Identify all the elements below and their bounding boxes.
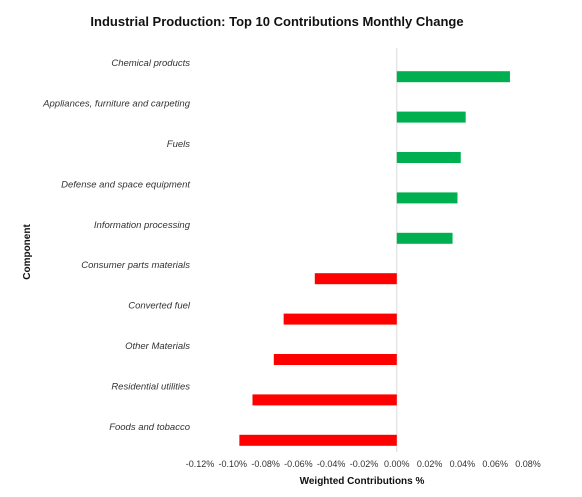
x-tick-label: -0.04% [317, 459, 346, 469]
bar [396, 232, 453, 244]
x-tick-label: 0.06% [482, 459, 508, 469]
category-label: Defense and space equipment [61, 179, 190, 190]
category-label: Fuels [167, 139, 190, 150]
y-axis-label: Component [22, 224, 33, 280]
x-tick-label: -0.08% [251, 459, 280, 469]
category-label: Other Materials [125, 341, 190, 352]
x-tick-label: -0.02% [350, 459, 379, 469]
bars-group [239, 71, 510, 446]
x-tick-label: 0.04% [450, 459, 476, 469]
x-axis-label: Weighted Contributions % [300, 476, 425, 487]
bar [396, 192, 458, 204]
bar [396, 111, 466, 123]
chart-title: Industrial Production: Top 10 Contributi… [90, 14, 463, 29]
category-label: Converted fuel [128, 301, 191, 312]
category-label: Appliances, furniture and carpeting [42, 99, 191, 110]
bar [283, 313, 397, 325]
bar [396, 152, 461, 163]
bar [239, 434, 397, 446]
category-label: Chemical products [111, 58, 190, 69]
bar [314, 273, 397, 285]
x-tick-label: 0.08% [515, 459, 541, 469]
x-ticks: -0.12% -0.10% -0.08% -0.06% -0.04% -0.02% 0.00… [186, 459, 541, 469]
x-tick-label: 0.00% [384, 459, 410, 469]
category-label: Information processing [94, 220, 191, 231]
bar [252, 394, 397, 406]
category-label: Foods and tobacco [109, 422, 190, 433]
category-label: Consumer parts materials [81, 260, 190, 271]
bar [396, 71, 510, 83]
category-label: Residential utilities [111, 381, 190, 392]
x-tick-label: 0.02% [417, 459, 443, 469]
x-tick-label: -0.10% [219, 459, 248, 469]
bar [273, 354, 397, 365]
category-labels: Chemical products Appliances, furniture a… [42, 58, 191, 433]
x-tick-label: -0.12% [186, 459, 215, 469]
x-tick-label: -0.06% [284, 459, 313, 469]
